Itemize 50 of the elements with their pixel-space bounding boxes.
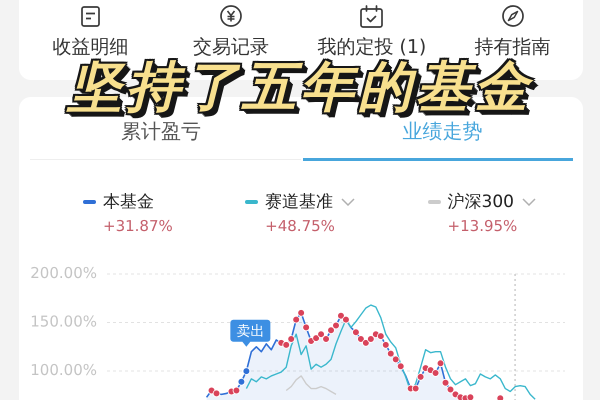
point — [297, 309, 305, 317]
point — [357, 335, 365, 343]
text: 收益明细 — [52, 36, 128, 58]
point — [337, 312, 345, 320]
point — [496, 394, 504, 400]
point — [386, 350, 395, 358]
point — [312, 334, 320, 342]
y-tick-label: 100.00% — [30, 360, 97, 379]
legend-label: 本基金 — [103, 192, 154, 212]
text: +48.75% — [265, 217, 335, 235]
legend-label: 赛道基准 — [265, 192, 334, 212]
text: 坚持了五年的基金 — [68, 55, 532, 118]
point — [446, 386, 454, 394]
text: 交易记录 — [193, 36, 270, 58]
point — [396, 362, 405, 370]
text: 业绩走势 — [402, 119, 482, 143]
point — [432, 369, 440, 377]
point — [322, 335, 330, 343]
point — [377, 332, 385, 340]
point — [327, 326, 335, 334]
legend-label: 沪深300 — [448, 192, 514, 212]
point — [232, 386, 240, 394]
y-tick-label: 200.00% — [30, 264, 97, 282]
point — [287, 335, 295, 343]
point — [352, 328, 360, 336]
point — [317, 330, 325, 338]
point — [392, 356, 400, 364]
text: +13.95% — [448, 217, 518, 235]
annotation: 卖出 — [236, 323, 264, 340]
point — [302, 324, 310, 332]
point — [466, 393, 474, 400]
point — [367, 335, 375, 343]
text: 持有指南 — [474, 36, 551, 58]
point — [416, 373, 424, 381]
point — [362, 339, 370, 347]
text: +31.87% — [103, 217, 173, 235]
point — [436, 360, 444, 368]
point — [282, 341, 290, 349]
text: 累计盈亏 — [120, 119, 201, 143]
text: 我的定投 (1) — [317, 36, 426, 58]
point — [342, 316, 350, 324]
y-tick-label: 150.00% — [30, 312, 97, 330]
point — [212, 390, 220, 398]
point — [332, 322, 340, 330]
point — [442, 378, 450, 387]
point — [382, 341, 390, 349]
point — [242, 367, 250, 375]
point — [292, 316, 300, 324]
point — [238, 378, 246, 386]
point — [412, 384, 420, 392]
